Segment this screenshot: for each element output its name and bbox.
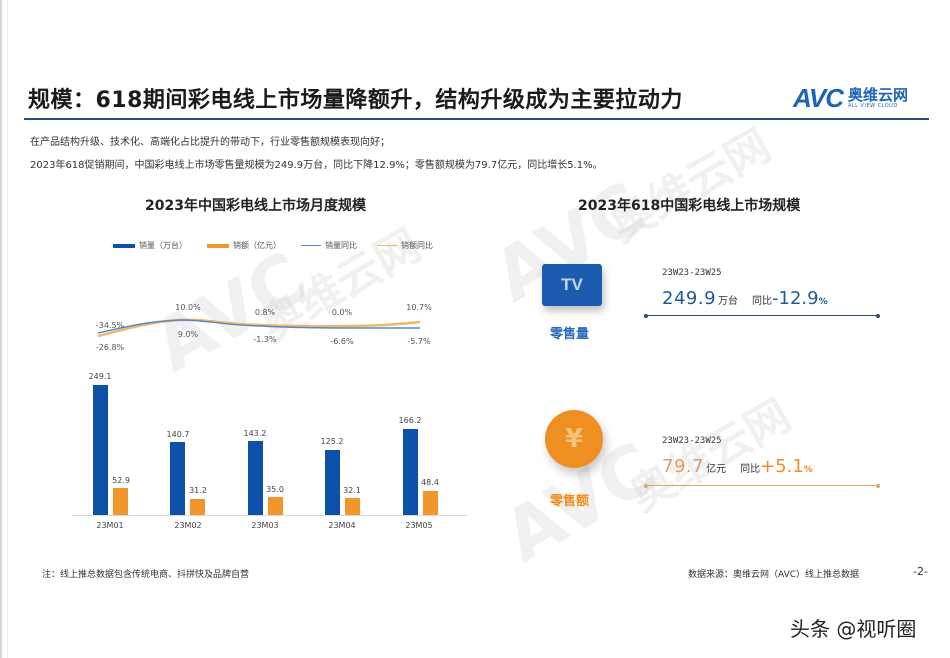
volume-yoy-label: -5.7% (407, 337, 431, 346)
bar-volume-label: 140.7 (166, 430, 190, 439)
bar-volume-23m02 (170, 442, 185, 515)
x-tick-label: 23M04 (328, 521, 356, 530)
bar-volume-label: 166.2 (398, 416, 422, 425)
legend-label: 销额（亿元） (233, 241, 281, 250)
legend-label: 销量同比 (325, 241, 357, 250)
watermark-text: 奥维云网 (621, 389, 800, 522)
volume-yoy-value: -12.9 (772, 288, 819, 309)
chart-legend: 销量（万台） 销额（亿元） 销量同比 销额同比 (113, 240, 433, 251)
x-tick-label: 23M05 (405, 521, 433, 530)
divider-dot (876, 483, 880, 488)
volume-yoy-pct: % (818, 297, 828, 307)
volume-yoy-label: -26.8% (95, 343, 125, 352)
legend-swatch-line (377, 244, 397, 247)
slide-left-border (0, 0, 2, 658)
amount-yoy-label: 10.7% (406, 303, 432, 312)
tv-icon: TV (542, 264, 602, 306)
volume-yoy-label: 9.0% (177, 330, 199, 339)
volume-yoy-label: 同比 (752, 296, 773, 307)
bar-volume-label: 143.2 (243, 429, 267, 438)
amount-yoy-pct: % (803, 465, 813, 475)
volume-unit: 万台 (718, 296, 739, 307)
x-axis-baseline (72, 515, 467, 516)
x-tick-label: 23M03 (251, 521, 279, 530)
amount-yoy-value: +5.1 (760, 456, 804, 477)
volume-metric: 249.9 万台 同比 -12.9 % (662, 288, 828, 309)
amount-caption: 零售额 (550, 494, 590, 509)
bar-amount-label: 35.0 (266, 485, 284, 494)
legend-label: 销额同比 (401, 241, 433, 250)
legend-swatch-bar (113, 243, 135, 248)
x-tick-label: 23M02 (174, 521, 202, 530)
legend-item-volume: 销量（万台） (113, 240, 187, 251)
bar-amount-label: 31.2 (189, 486, 207, 495)
bar-amount-23m01 (113, 488, 128, 515)
618-panel-title: 2023年618中国彩电线上市场规模 (578, 198, 801, 214)
volume-caption: 零售量 (550, 327, 590, 342)
legend-swatch-line (301, 244, 321, 247)
volume-yoy-label: -6.6% (330, 337, 354, 346)
footnote: 注：线上推总数据包含传统电商、抖拼快及品牌自营 (42, 570, 250, 580)
divider-dot (644, 313, 648, 318)
bar-volume-label: 249.1 (88, 372, 112, 381)
logo-cn-text: 奥维云网 (847, 86, 908, 104)
divider-dot (876, 313, 880, 318)
bar-volume-23m05 (403, 429, 418, 515)
bar-volume-23m03 (248, 441, 263, 515)
amount-unit: 亿元 (706, 464, 727, 475)
logo-mark: AVC (793, 83, 844, 113)
bar-amount-label: 32.1 (343, 486, 361, 495)
amount-yoy-label: -34.5% (95, 321, 125, 330)
page-number: -2- (913, 565, 928, 578)
watermark-text: 奥维云网 (601, 119, 780, 252)
divider-dot (644, 483, 648, 488)
amount-period: 23W23-23W25 (662, 436, 722, 446)
bar-volume-23m04 (325, 450, 340, 515)
amount-metric: 79.7 亿元 同比 +5.1 % (662, 456, 813, 477)
data-source: 数据来源：奥维云网（AVC）线上推总数据 (688, 570, 860, 580)
bar-amount-23m04 (345, 498, 360, 515)
bar-amount-23m02 (190, 499, 205, 515)
publisher-credit: 头条 @视听圈 (790, 617, 917, 641)
volume-yoy-label: -1.3% (253, 335, 277, 344)
amount-value: 79.7 (662, 456, 705, 477)
monthly-chart-title: 2023年中国彩电线上市场月度规模 (145, 198, 366, 214)
amount-yoy-line (97, 318, 421, 338)
bar-amount-23m05 (423, 491, 438, 515)
slide-left-border-inner (7, 0, 8, 658)
intro-line-1: 在产品结构升级、技术化、高端化占比提升的带动下，行业零售额规模表现向好； (30, 137, 390, 148)
legend-swatch-bar (207, 243, 229, 248)
legend-item-volume-yoy: 销量同比 (301, 240, 357, 251)
yoy-line-chart (97, 318, 421, 338)
amount-yoy-label: 同比 (740, 464, 761, 475)
avc-logo: AVC 奥维云网 ALL VIEW CLOUD (793, 83, 908, 114)
yen-icon: ¥ (545, 410, 603, 468)
amount-yoy-label: 0.8% (254, 308, 276, 317)
header-divider (24, 118, 929, 120)
amount-yoy-label: 0.0% (331, 308, 353, 317)
x-tick-label: 23M01 (96, 521, 124, 530)
amount-yoy-label: 10.0% (175, 303, 201, 312)
volume-yoy-line (97, 319, 420, 334)
legend-item-amount-yoy: 销额同比 (377, 240, 433, 251)
volume-value: 249.9 (662, 288, 717, 309)
bar-amount-label: 52.9 (112, 476, 130, 485)
bar-amount-23m03 (268, 497, 283, 515)
bar-amount-label: 48.4 (421, 478, 439, 487)
volume-period: 23W23-23W25 (662, 268, 722, 278)
bar-volume-label: 125.2 (320, 437, 344, 446)
bar-volume-23m01 (93, 385, 108, 515)
intro-line-2: 2023年618促销期间，中国彩电线上市场零售量规模为249.9万台，同比下降1… (30, 160, 603, 171)
legend-item-amount: 销额（亿元） (207, 240, 281, 251)
legend-label: 销量（万台） (139, 241, 187, 250)
amount-divider (644, 483, 880, 488)
logo-en-text: ALL VIEW CLOUD (847, 103, 898, 109)
page-title: 规模：618期间彩电线上市场量降额升，结构升级成为主要拉动力 (28, 88, 683, 113)
volume-divider (644, 313, 880, 318)
